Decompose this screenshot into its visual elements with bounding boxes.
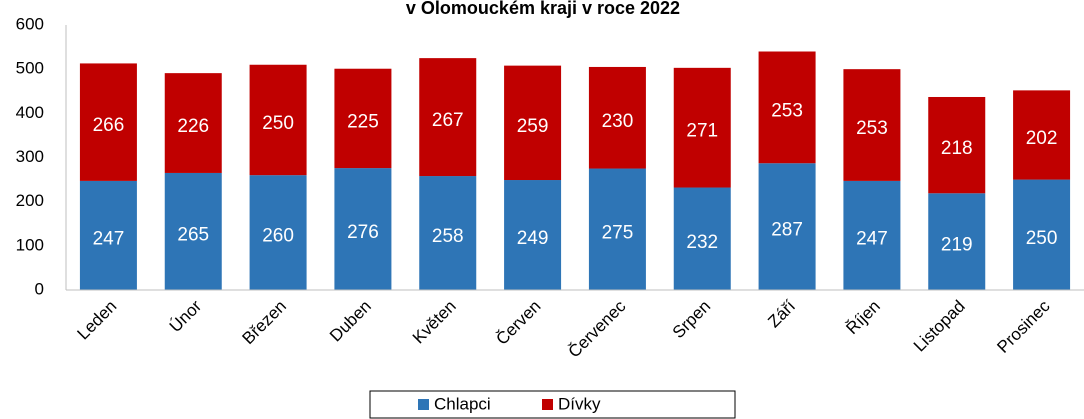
data-label: 276 (347, 222, 379, 243)
bar-segment (419, 176, 477, 290)
data-label: 250 (1026, 228, 1058, 249)
bar-segment (1013, 179, 1071, 290)
y-tick-label: 200 (16, 191, 44, 210)
x-tick-label: Leden (74, 297, 121, 344)
bar-segment (588, 66, 646, 169)
legend-swatch (418, 399, 429, 410)
data-label: 266 (93, 115, 125, 136)
x-tick-label: Říjen (842, 297, 883, 338)
data-label: 267 (432, 110, 464, 131)
data-label: 271 (686, 121, 718, 142)
bar-segment (673, 187, 731, 290)
data-label: 253 (856, 118, 888, 139)
legend-label: Chlapci (434, 394, 491, 413)
bar-segment (843, 180, 901, 290)
chart-title: v Olomouckém kraji v roce 2022 (406, 0, 680, 18)
data-label: 202 (1026, 128, 1058, 149)
data-label: 260 (262, 226, 294, 247)
bar-segment (758, 51, 816, 164)
x-tick-label: Září (764, 296, 799, 331)
y-tick-label: 300 (16, 147, 44, 166)
bar-segment (249, 64, 307, 176)
x-tick-label: Duben (326, 297, 375, 346)
bar-segment (504, 65, 562, 181)
data-label: 253 (771, 100, 803, 121)
bar-segment (249, 175, 307, 290)
data-label: 259 (517, 116, 549, 137)
x-tick-label: Červenec (565, 296, 630, 361)
bar-segment (164, 73, 222, 173)
data-label: 287 (771, 220, 803, 241)
legend-swatch (542, 399, 553, 410)
y-tick-label: 0 (35, 279, 44, 298)
x-tick-label: Srpen (669, 297, 715, 343)
x-tick-label: Červen (492, 297, 544, 349)
x-tick-label: Únor (166, 296, 206, 336)
bar-segment (673, 67, 731, 188)
data-label: 250 (262, 113, 294, 134)
x-tick-label: Březen (239, 297, 291, 349)
y-tick-label: 400 (16, 103, 44, 122)
y-tick-label: 100 (16, 235, 44, 254)
bar-segment (758, 163, 816, 290)
data-label: 232 (686, 232, 718, 253)
data-label: 225 (347, 111, 379, 132)
bar-segment (334, 168, 392, 290)
data-label: 258 (432, 226, 464, 247)
x-tick-label: Listopad (910, 297, 969, 356)
data-label: 275 (602, 222, 634, 243)
bar-segment (1013, 90, 1071, 180)
bar-segment (928, 96, 986, 194)
x-tick-label: Prosinec (993, 296, 1054, 357)
bar-segment (79, 180, 137, 290)
bar-segment (843, 69, 901, 181)
data-label: 247 (856, 228, 888, 249)
bar-segment (504, 180, 562, 290)
data-label: 218 (941, 138, 973, 159)
data-label: 249 (517, 228, 549, 249)
bar-segment (419, 58, 477, 177)
data-label: 247 (93, 228, 125, 249)
bar-segment (928, 193, 986, 290)
y-tick-label: 500 (16, 59, 44, 78)
legend-label: Dívky (558, 394, 601, 413)
data-label: 226 (177, 116, 209, 137)
y-tick-label: 600 (16, 14, 44, 33)
bar-segment (164, 172, 222, 290)
bar-segment (334, 68, 392, 169)
data-label: 265 (177, 224, 209, 245)
bar-segment (588, 168, 646, 290)
x-tick-label: Květen (409, 297, 460, 348)
data-label: 219 (941, 235, 973, 256)
data-label: 230 (602, 111, 634, 132)
bar-segment (79, 63, 137, 181)
